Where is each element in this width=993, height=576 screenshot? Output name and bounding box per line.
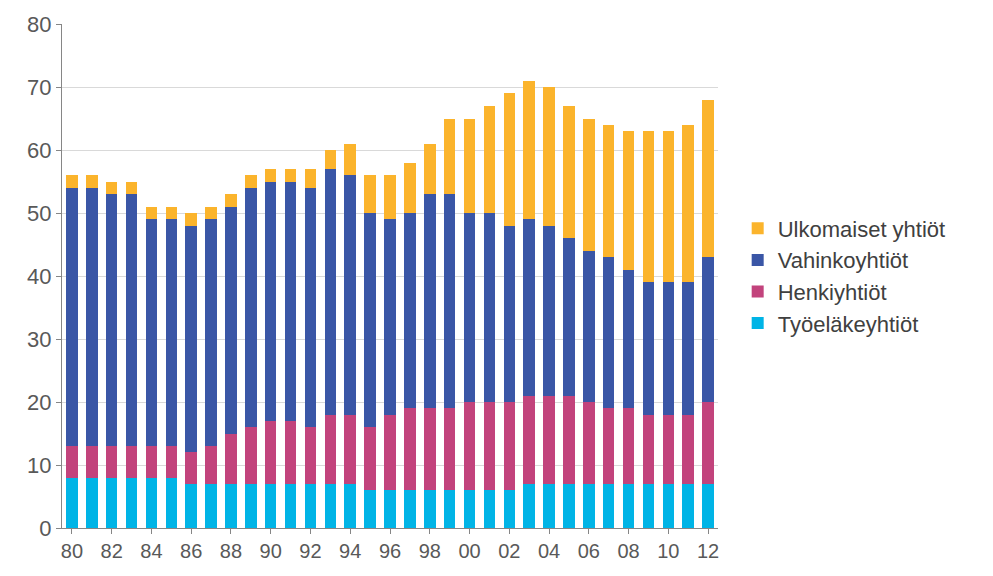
svg-text:Työeläkeyhtiöt: Työeläkeyhtiöt bbox=[778, 312, 919, 337]
svg-text:96: 96 bbox=[379, 540, 401, 562]
svg-text:06: 06 bbox=[578, 540, 600, 562]
svg-text:92: 92 bbox=[299, 540, 321, 562]
svg-text:70: 70 bbox=[27, 75, 51, 100]
svg-text:30: 30 bbox=[27, 327, 51, 352]
svg-text:94: 94 bbox=[339, 540, 361, 562]
svg-text:90: 90 bbox=[260, 540, 282, 562]
svg-text:04: 04 bbox=[538, 540, 560, 562]
svg-text:40: 40 bbox=[27, 264, 51, 289]
svg-text:82: 82 bbox=[101, 540, 123, 562]
svg-text:Ulkomaiset yhtiöt: Ulkomaiset yhtiöt bbox=[778, 217, 946, 242]
svg-text:08: 08 bbox=[617, 540, 639, 562]
svg-text:10: 10 bbox=[657, 540, 679, 562]
svg-text:00: 00 bbox=[458, 540, 480, 562]
svg-text:0: 0 bbox=[39, 516, 51, 541]
svg-text:10: 10 bbox=[27, 453, 51, 478]
svg-text:84: 84 bbox=[140, 540, 162, 562]
svg-text:60: 60 bbox=[27, 138, 51, 163]
svg-text:86: 86 bbox=[180, 540, 202, 562]
svg-text:98: 98 bbox=[419, 540, 441, 562]
svg-text:Vahinkoyhtiöt: Vahinkoyhtiöt bbox=[778, 248, 908, 273]
svg-text:80: 80 bbox=[61, 540, 83, 562]
svg-text:20: 20 bbox=[27, 390, 51, 415]
svg-text:Henkiyhtiöt: Henkiyhtiöt bbox=[778, 280, 887, 305]
svg-text:12: 12 bbox=[697, 540, 719, 562]
svg-text:80: 80 bbox=[27, 12, 51, 37]
svg-text:02: 02 bbox=[498, 540, 520, 562]
svg-text:50: 50 bbox=[27, 201, 51, 226]
svg-text:88: 88 bbox=[220, 540, 242, 562]
